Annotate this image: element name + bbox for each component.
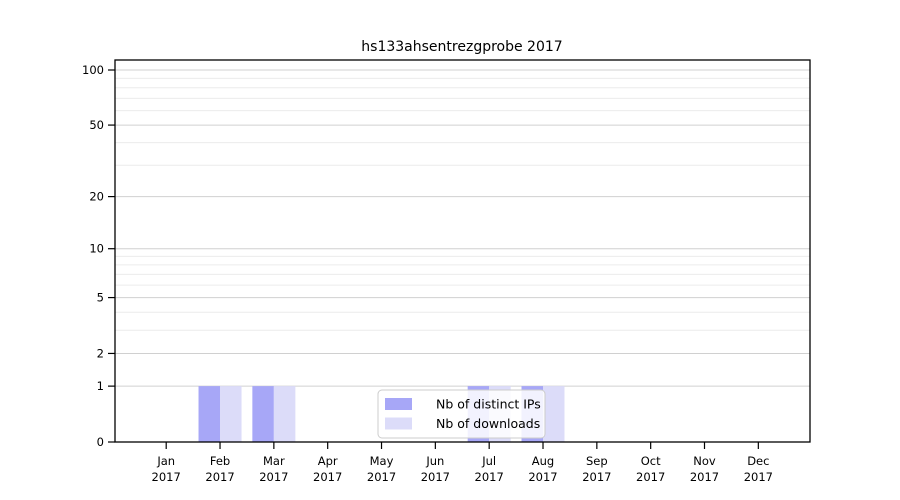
x-tick-label-year-jun: 2017 <box>421 470 450 484</box>
x-tick-label-month-jul: Jul <box>481 454 496 468</box>
x-tick-label-year-aug: 2017 <box>528 470 557 484</box>
legend-label-nb-of-distinct-ips: Nb of distinct IPs <box>436 397 541 412</box>
x-tick-label-month-nov: Nov <box>693 454 716 468</box>
bar-nb-of-downloads-mar <box>273 386 296 442</box>
plot-frame <box>114 59 811 443</box>
y-tick-label-100: 100 <box>82 63 104 77</box>
x-tick-label-month-aug: Aug <box>532 454 554 468</box>
x-tick-label-month-apr: Apr <box>318 454 338 468</box>
y-tick-label-0: 0 <box>97 435 104 449</box>
x-tick-label-month-sep: Sep <box>586 454 608 468</box>
x-tick-label-year-jul: 2017 <box>475 470 504 484</box>
legend-box <box>377 389 546 439</box>
y-tick-label-20: 20 <box>89 190 104 204</box>
x-tick-label-month-mar: Mar <box>263 454 285 468</box>
bar-nb-of-downloads-aug <box>543 386 565 442</box>
x-tick-label-year-jan: 2017 <box>152 470 181 484</box>
x-tick-label-month-oct: Oct <box>641 454 661 468</box>
x-tick-label-month-jun: Jun <box>425 454 444 468</box>
x-tick-label-month-jan: Jan <box>156 454 175 468</box>
y-tick-label-1: 1 <box>97 379 104 393</box>
legend-swatch-nb-of-downloads <box>385 417 412 430</box>
x-tick-label-year-mar: 2017 <box>259 470 288 484</box>
chart-root: 0 1 2 5 10 20 50 100 Jan 2017 Feb 2017 Mar 2017 Apr 201… <box>82 59 811 484</box>
y-tick-label-2: 2 <box>97 346 104 360</box>
bar-nb-of-downloads-feb <box>220 386 242 442</box>
y-tick-label-50: 50 <box>89 118 104 132</box>
chart-title: hs133ahsentrezgprobe 2017 <box>361 39 562 55</box>
x-tick-label-year-feb: 2017 <box>205 470 234 484</box>
y-tick-label-5: 5 <box>97 291 104 305</box>
x-tick-label-year-oct: 2017 <box>636 470 665 484</box>
legend-label-nb-of-downloads: Nb of downloads <box>436 416 540 431</box>
bar-nb-of-distinct-ips-feb <box>198 386 221 442</box>
x-tick-label-year-dec: 2017 <box>744 470 773 484</box>
legend-swatch-nb-of-distinct-ips <box>385 398 412 410</box>
x-tick-label-month-dec: Dec <box>747 454 769 468</box>
x-tick-label-month-may: May <box>370 454 394 468</box>
x-tick-label-year-apr: 2017 <box>313 470 342 484</box>
x-tick-label-year-sep: 2017 <box>582 470 611 484</box>
bar-nb-of-distinct-ips-mar <box>252 386 274 442</box>
y-tick-label-10: 10 <box>89 242 104 256</box>
x-tick-label-year-may: 2017 <box>367 470 396 484</box>
x-tick-label-year-nov: 2017 <box>690 470 719 484</box>
x-tick-label-month-feb: Feb <box>210 454 230 468</box>
legend: Nb of distinct IPs Nb of downloads <box>377 389 546 439</box>
